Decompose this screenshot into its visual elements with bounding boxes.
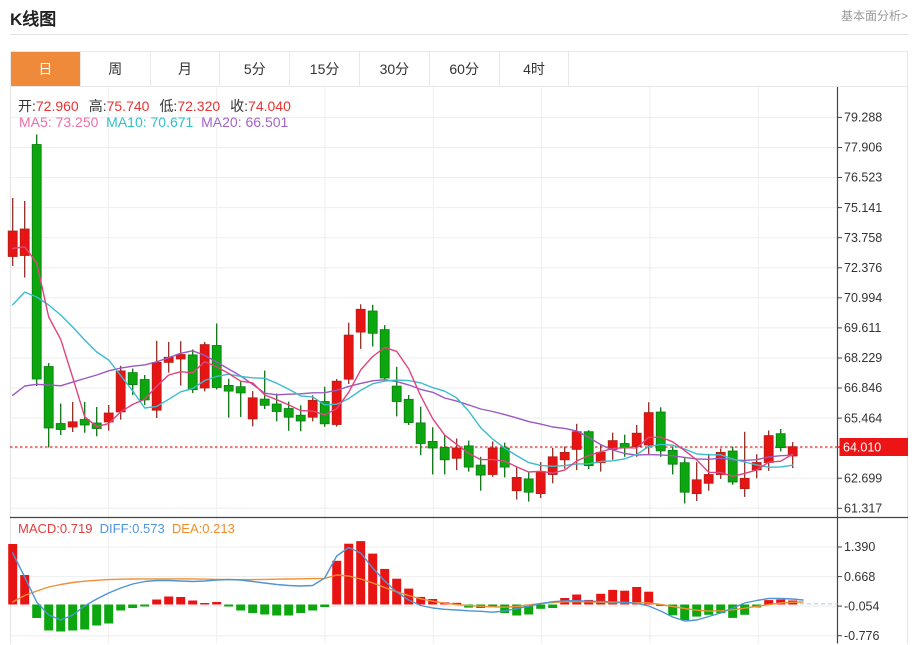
svg-text:76.523: 76.523: [844, 171, 882, 185]
svg-text:68.229: 68.229: [844, 351, 882, 365]
svg-text:-0.776: -0.776: [844, 629, 879, 643]
svg-text:75.141: 75.141: [844, 201, 882, 215]
svg-text:64.010: 64.010: [843, 441, 881, 455]
svg-text:-0.054: -0.054: [844, 599, 879, 613]
svg-text:73.758: 73.758: [844, 231, 882, 245]
svg-text:62.699: 62.699: [844, 471, 882, 485]
svg-text:61.317: 61.317: [844, 502, 882, 516]
svg-text:70.994: 70.994: [844, 291, 882, 305]
svg-text:72.376: 72.376: [844, 261, 882, 275]
svg-text:79.288: 79.288: [844, 111, 882, 125]
svg-text:66.846: 66.846: [844, 381, 882, 395]
svg-text:0.668: 0.668: [844, 570, 875, 584]
svg-text:77.906: 77.906: [844, 141, 882, 155]
svg-text:65.464: 65.464: [844, 411, 882, 425]
svg-text:69.611: 69.611: [844, 321, 881, 335]
svg-text:1.390: 1.390: [844, 540, 875, 554]
